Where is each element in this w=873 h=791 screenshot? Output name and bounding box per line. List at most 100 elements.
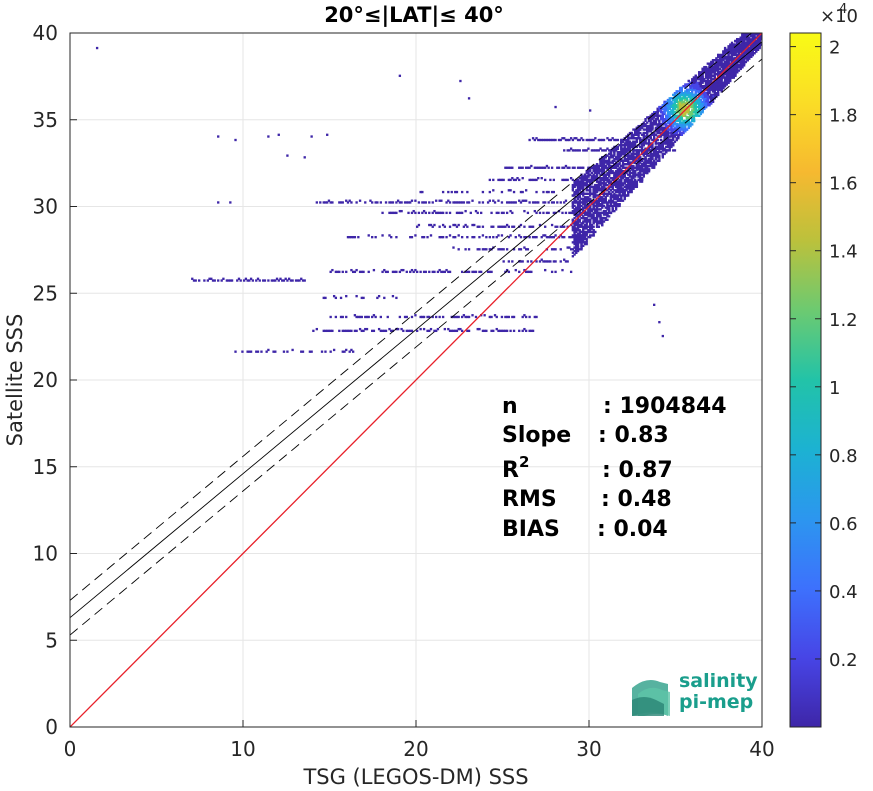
density-cell <box>665 135 668 138</box>
density-cell <box>628 173 632 176</box>
density-cell <box>618 173 621 176</box>
density-cell <box>665 133 668 136</box>
density-cell <box>687 90 690 93</box>
density-cell <box>653 159 656 162</box>
density-cell <box>595 164 599 168</box>
density-cell <box>608 187 611 190</box>
density-cell <box>647 119 651 123</box>
density-cell <box>620 194 623 197</box>
density-cell <box>654 119 658 123</box>
density-cell <box>672 135 675 138</box>
density-cell <box>633 178 637 182</box>
density-cell <box>614 196 618 199</box>
density-cell <box>614 182 618 185</box>
density-cell <box>658 145 661 149</box>
density-cell <box>606 201 609 204</box>
density-cell <box>666 142 670 145</box>
density-cell <box>670 126 673 130</box>
density-cell <box>742 41 746 45</box>
density-cell <box>621 170 625 173</box>
density-cell <box>691 114 694 117</box>
density-cell <box>589 187 592 190</box>
density-cell <box>576 204 580 208</box>
density-cell <box>739 43 742 46</box>
density-cell <box>749 34 753 38</box>
density-cell <box>576 242 580 246</box>
density-cell <box>744 33 748 36</box>
density-cell <box>654 133 658 136</box>
density-cell <box>647 164 651 168</box>
density-cell <box>703 65 706 69</box>
density-cell <box>575 244 578 248</box>
density-cell <box>680 97 684 100</box>
density-cell <box>639 161 642 164</box>
density-cell <box>687 121 690 124</box>
density-cell <box>704 76 708 79</box>
density-cell <box>685 118 689 121</box>
density-cell <box>580 180 583 183</box>
density-cell <box>727 60 730 64</box>
density-cell <box>663 118 666 121</box>
density-cell <box>678 95 682 98</box>
density-cell <box>742 60 746 64</box>
density-cell <box>682 100 685 103</box>
density-cell <box>614 185 618 189</box>
density-cell <box>708 65 711 69</box>
density-cell <box>670 105 673 109</box>
density-cell <box>734 46 737 50</box>
density-cell <box>687 111 690 114</box>
density-cell <box>575 222 578 225</box>
density-cell <box>630 182 633 185</box>
density-cell <box>659 116 663 119</box>
density-cell <box>587 183 590 187</box>
density-cell <box>730 43 734 46</box>
density-cell <box>668 118 671 121</box>
density-cell <box>589 235 592 239</box>
density-cell <box>732 50 735 53</box>
density-cell <box>628 183 632 187</box>
density-cell <box>576 220 580 223</box>
density-cell <box>677 97 680 100</box>
density-cell <box>659 114 663 117</box>
density-cell <box>713 81 716 84</box>
density-cell <box>654 150 658 154</box>
density-cell <box>694 114 697 117</box>
density-cell <box>691 88 694 91</box>
density-cell <box>675 114 678 117</box>
density-cell <box>585 239 588 242</box>
density-cell <box>685 90 689 93</box>
density-cell <box>618 185 621 189</box>
density-cell <box>678 128 682 131</box>
density-cell <box>711 86 715 90</box>
density-cell <box>578 187 581 190</box>
density-cell <box>585 225 588 228</box>
density-cell <box>717 71 720 74</box>
density-cell <box>582 215 585 218</box>
density-cell <box>697 114 701 117</box>
density-cell <box>640 147 644 150</box>
density-cell <box>653 137 656 140</box>
density-cell <box>635 159 639 162</box>
density-cell <box>689 93 692 97</box>
density-cell <box>571 220 575 223</box>
density-cell <box>666 140 670 143</box>
density-cell <box>576 192 580 195</box>
density-cell <box>590 178 594 182</box>
density-cell <box>720 71 723 74</box>
density-cell <box>696 109 699 112</box>
density-cell <box>621 140 625 143</box>
density-cell <box>651 164 654 168</box>
density-cell <box>732 67 735 71</box>
density-cell <box>611 190 614 194</box>
density-cell <box>601 168 604 171</box>
density-cell <box>665 124 668 128</box>
density-cell <box>644 135 647 138</box>
density-cell <box>571 241 575 244</box>
density-cell <box>621 194 625 197</box>
density-cell <box>672 124 675 128</box>
density-cell <box>582 227 585 230</box>
density-cell <box>587 204 590 208</box>
density-cell <box>732 57 735 60</box>
density-cell <box>575 251 578 254</box>
density-cell <box>621 164 625 168</box>
